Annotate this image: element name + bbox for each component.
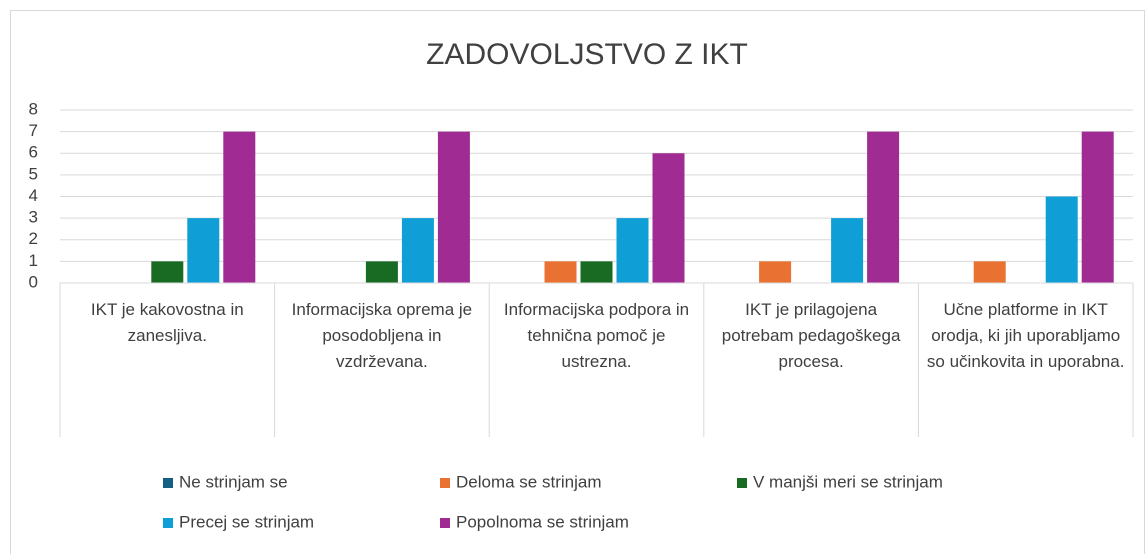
bar (223, 131, 256, 283)
bar (365, 261, 398, 283)
x-tick-label: Učne platforme in IKT orodja, ki jih upo… (926, 300, 1125, 371)
bar (1081, 131, 1114, 283)
legend-swatch (440, 518, 450, 528)
x-tick-label: Informacijska oprema je posodobljena in … (291, 300, 473, 371)
legend-label: Deloma se strinjam (456, 472, 602, 491)
y-tick-label: 0 (29, 272, 38, 291)
y-tick-label: 3 (29, 208, 38, 227)
legend-label: V manjši meri se strinjam (753, 472, 943, 491)
bar (973, 261, 1006, 283)
y-tick-label: 1 (29, 251, 38, 270)
bar (759, 261, 792, 283)
bar (867, 131, 900, 283)
bar (151, 261, 184, 283)
y-tick-label: 7 (29, 121, 38, 140)
x-tick-label: IKT je prilagojena potrebam pedagoškega … (721, 300, 901, 371)
legend-swatch (737, 478, 747, 488)
legend-label: Popolnoma se strinjam (456, 512, 629, 531)
bar (401, 218, 434, 283)
legend-swatch (440, 478, 450, 488)
y-tick-label: 2 (29, 229, 38, 248)
chart-title: ZADOVOLJSTVO Z IKT (426, 38, 748, 71)
y-tick-label: 6 (29, 143, 38, 162)
legend-swatch (163, 518, 173, 528)
x-tick-label: IKT je kakovostna in zanesljiva. (90, 300, 244, 345)
y-tick-label: 4 (29, 186, 38, 205)
bar (187, 218, 220, 283)
legend-swatch (163, 478, 173, 488)
x-tick-label: Informacijska podpora in tehnična pomoč … (503, 300, 690, 371)
bar (652, 153, 685, 283)
y-tick-label: 5 (29, 164, 38, 183)
bar (831, 218, 864, 283)
y-tick-label: 8 (29, 99, 38, 118)
bar (1045, 196, 1078, 283)
bar (616, 218, 649, 283)
bar (544, 261, 577, 283)
legend-label: Precej se strinjam (179, 512, 314, 531)
bar (580, 261, 613, 283)
legend-label: Ne strinjam se (179, 472, 288, 491)
bar (437, 131, 470, 283)
